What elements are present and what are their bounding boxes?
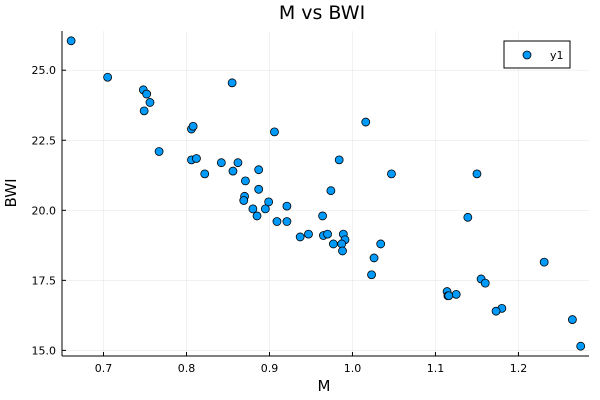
legend-box (503, 40, 571, 69)
data-point (295, 232, 305, 242)
data-point (367, 270, 376, 280)
data-point (376, 239, 386, 249)
data-point (369, 253, 379, 263)
data-point (239, 196, 249, 205)
data-point (227, 78, 237, 88)
x-tick-label: 1.2 (510, 362, 528, 375)
x-tick-label: 1.0 (344, 362, 362, 375)
x-tick-label: 0.7 (95, 362, 113, 375)
y-tick-label: 15.0 (32, 344, 57, 357)
data-point (444, 291, 454, 301)
data-point (491, 306, 501, 316)
data-point (480, 278, 490, 288)
x-axis-ticks: 0.7 0.8 0.9 1.0 1.1 1.2 (95, 352, 527, 375)
data-point (472, 169, 482, 179)
x-axis-label: M (318, 377, 331, 395)
data-point (272, 217, 282, 226)
data-point (254, 165, 264, 175)
data-point (318, 211, 327, 221)
data-point (270, 127, 279, 137)
data-point (154, 147, 164, 156)
data-point (241, 176, 250, 186)
data-point (338, 246, 347, 256)
legend-label: y1 (550, 49, 564, 62)
data-point (252, 211, 262, 221)
data-point (66, 36, 76, 46)
chart-title: M vs BWI (279, 2, 365, 24)
data-point (328, 239, 338, 249)
data-point (323, 229, 332, 239)
data-point (142, 89, 152, 99)
data-point (216, 158, 226, 168)
data-point (282, 201, 292, 211)
legend-marker (522, 50, 532, 60)
data-point (539, 257, 549, 267)
data-point (248, 204, 258, 214)
data-point (228, 166, 238, 176)
legend: y1 (503, 40, 571, 69)
data-point (192, 154, 201, 163)
grid-lines (62, 31, 589, 356)
y-tick-label: 17.5 (32, 274, 57, 287)
data-point (463, 212, 473, 222)
x-tick-label: 0.8 (178, 362, 196, 375)
data-point (260, 204, 270, 214)
data-point (254, 184, 264, 194)
data-point (282, 217, 292, 226)
axis-frame (61, 31, 589, 357)
data-point (451, 289, 461, 299)
data-point (568, 315, 577, 324)
data-point (387, 169, 396, 179)
data-point (103, 72, 113, 82)
data-point (264, 197, 274, 207)
data-point (576, 341, 586, 351)
data-point (188, 121, 198, 131)
data-point (326, 186, 336, 196)
y-tick-label: 22.5 (32, 134, 57, 147)
y-axis-ticks: 15.0 17.5 20.0 22.5 25.0 (32, 64, 66, 357)
data-point (304, 229, 313, 239)
x-tick-label: 1.1 (427, 362, 445, 375)
data-point (200, 169, 210, 179)
data-point (233, 158, 243, 168)
data-point (334, 155, 344, 165)
y-tick-label: 20.0 (32, 204, 57, 217)
data-points (66, 36, 586, 351)
y-axis-label: BWI (2, 178, 20, 207)
x-tick-label: 0.9 (261, 362, 279, 375)
data-point (361, 117, 371, 127)
data-point (139, 106, 149, 116)
data-point (145, 98, 155, 107)
y-tick-label: 25.0 (32, 64, 57, 77)
